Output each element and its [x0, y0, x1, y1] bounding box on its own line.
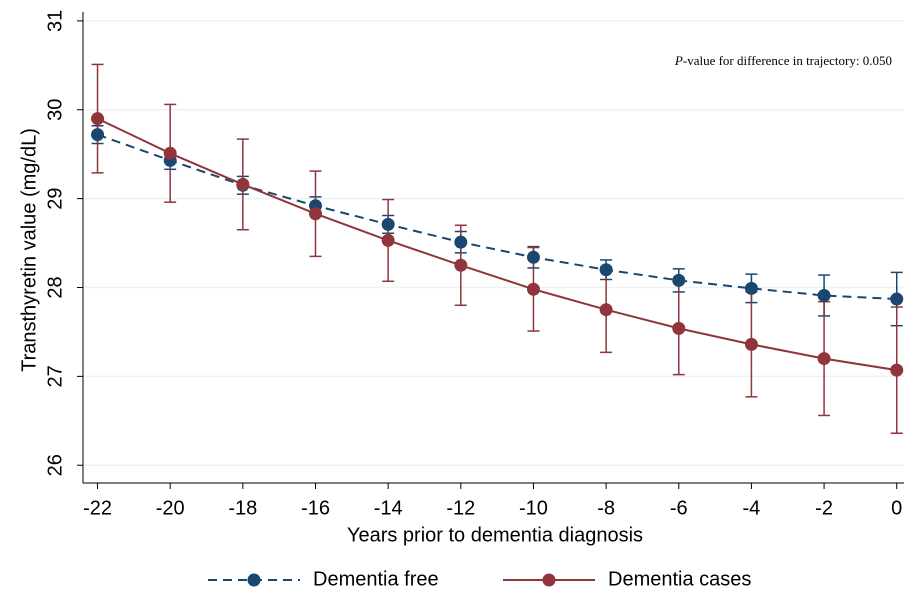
legend-marker: [542, 573, 556, 587]
point: [526, 282, 540, 296]
x-tick-label: -8: [597, 497, 615, 519]
point: [817, 288, 831, 302]
y-tick-label: 26: [44, 454, 66, 476]
annotation-text: -value for difference in trajectory: 0.0…: [683, 53, 892, 68]
point: [890, 363, 904, 377]
x-tick-label: -6: [670, 497, 688, 519]
point: [454, 258, 468, 272]
x-tick-label: 0: [891, 497, 902, 519]
point: [744, 281, 758, 295]
x-tick-label: -16: [301, 497, 330, 519]
point: [599, 263, 613, 277]
point: [672, 273, 686, 287]
point: [91, 112, 105, 126]
x-tick-label: -18: [228, 497, 257, 519]
x-axis-label: Years prior to dementia diagnosis: [347, 524, 643, 546]
annotation-italic: P: [674, 53, 683, 68]
legend-label: Dementia cases: [608, 568, 751, 590]
x-tick-label: -20: [156, 497, 185, 519]
y-tick-label: 27: [44, 365, 66, 387]
point: [163, 146, 177, 160]
point: [890, 292, 904, 306]
y-tick-label: 29: [44, 187, 66, 209]
point: [526, 250, 540, 264]
x-tick-label: -4: [743, 497, 761, 519]
point: [236, 177, 250, 191]
point: [672, 321, 686, 335]
x-tick-label: -2: [815, 497, 833, 519]
series-line: [97, 117, 897, 372]
point: [817, 352, 831, 366]
x-tick-label: -22: [83, 497, 112, 519]
point: [599, 303, 613, 317]
point: [454, 235, 468, 249]
y-axis-label: Transthyretin value (mg/dL): [18, 128, 40, 372]
y-tick-label: 30: [44, 99, 66, 121]
y-tick-label: 31: [44, 10, 66, 32]
point: [381, 233, 395, 247]
legend-marker: [247, 573, 261, 587]
point: [744, 337, 758, 351]
point: [381, 217, 395, 231]
y-tick-label: 28: [44, 276, 66, 298]
annotation: P-value for difference in trajectory: 0.…: [674, 53, 892, 68]
series-line: [97, 133, 897, 301]
point: [308, 207, 322, 221]
x-tick-label: -10: [519, 497, 548, 519]
legend-label: Dementia free: [313, 568, 439, 590]
x-tick-label: -12: [446, 497, 475, 519]
point: [91, 128, 105, 142]
x-tick-label: -14: [374, 497, 403, 519]
